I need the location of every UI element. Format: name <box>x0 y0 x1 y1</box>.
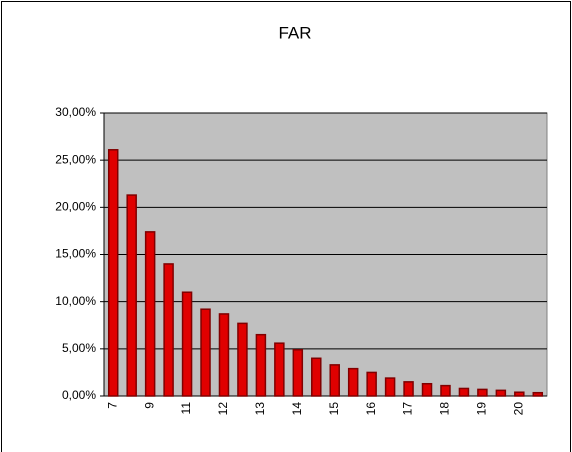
y-tick-label: 10,00% <box>55 294 96 308</box>
bar <box>255 333 267 397</box>
bar <box>495 389 507 397</box>
y-tick-label: 5,00% <box>62 341 96 355</box>
bar <box>458 387 470 397</box>
bar <box>477 388 488 397</box>
bar <box>366 371 377 397</box>
x-tick-label: 14 <box>290 402 304 416</box>
x-tick-label: 13 <box>253 402 267 416</box>
bar <box>440 384 451 397</box>
x-tick-label: 16 <box>364 402 378 416</box>
bar <box>532 391 544 397</box>
x-tick-label: 12 <box>216 402 230 416</box>
bar <box>347 367 359 397</box>
bar <box>107 149 119 397</box>
bar <box>311 357 322 397</box>
x-tick-label: 7 <box>105 402 119 409</box>
bar <box>181 291 193 397</box>
bar <box>218 313 230 397</box>
bar <box>384 377 396 397</box>
x-tick-label: 9 <box>142 402 156 409</box>
chart-title: FAR <box>278 23 311 42</box>
x-tick-label: 20 <box>511 402 525 416</box>
y-tick-label: 0,00% <box>62 388 96 402</box>
x-tick-label: 11 <box>179 402 193 415</box>
y-tick-label: 30,00% <box>55 105 96 119</box>
bar <box>237 322 248 397</box>
x-tick-label: 15 <box>327 402 341 416</box>
bar <box>163 263 174 397</box>
y-tick-label: 15,00% <box>55 247 96 261</box>
bar <box>126 194 137 397</box>
bar <box>421 382 433 397</box>
bar <box>292 349 304 397</box>
x-tick-label: 19 <box>475 402 489 416</box>
y-tick-label: 20,00% <box>55 200 96 214</box>
x-tick-label: 18 <box>438 402 452 416</box>
bar <box>144 231 156 397</box>
bar <box>329 364 340 397</box>
bar <box>200 308 211 397</box>
bar <box>274 342 285 397</box>
x-tick-label: 17 <box>401 402 415 416</box>
bar <box>403 381 414 397</box>
bar <box>514 391 525 397</box>
y-tick-label: 25,00% <box>55 152 96 166</box>
